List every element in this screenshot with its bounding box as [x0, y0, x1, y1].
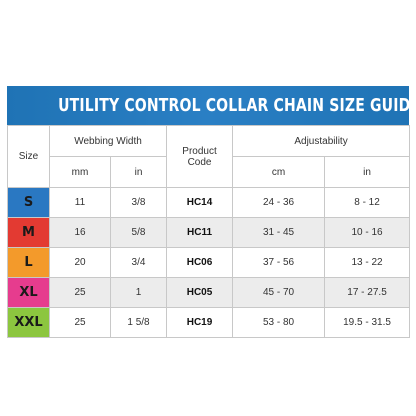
- adjust-cm-cell: 45 - 70: [232, 277, 326, 308]
- webbing-in-cell: 3/8: [109, 187, 168, 218]
- table-row: S 11 3/8 HC14 24 - 36 8 - 12: [7, 187, 411, 218]
- webbing-mm-cell: 20: [49, 247, 111, 278]
- size-cell: XXL: [7, 307, 50, 338]
- product-code-cell: HC11: [166, 217, 234, 248]
- webbing-in-cell: 5/8: [109, 217, 168, 248]
- header-adjust-in: in: [324, 156, 411, 188]
- product-code-cell: HC05: [166, 277, 234, 308]
- table-row: XXL 25 1 5/8 HC19 53 - 80 19.5 - 31.5: [7, 307, 411, 338]
- size-guide: UTILITY CONTROL COLLAR CHAIN SIZE GUIDE …: [7, 86, 416, 338]
- header-row-primary: Size Webbing Width Product Code Adjustab…: [7, 125, 411, 188]
- header-webbing-in: in: [109, 156, 168, 188]
- header-webbing-mm: mm: [49, 156, 111, 188]
- size-cell: XL: [7, 277, 50, 308]
- size-table: Size Webbing Width Product Code Adjustab…: [7, 125, 411, 338]
- webbing-mm-cell: 11: [49, 187, 111, 218]
- adjust-cm-cell: 53 - 80: [232, 307, 326, 338]
- table-row: L 20 3/4 HC06 37 - 56 13 - 22: [7, 247, 411, 278]
- header-product-code-line2: Code: [187, 156, 212, 168]
- size-cell: L: [7, 247, 50, 278]
- size-guide-title-banner: UTILITY CONTROL COLLAR CHAIN SIZE GUIDE: [7, 86, 416, 125]
- adjust-cm-cell: 31 - 45: [232, 217, 326, 248]
- webbing-mm-cell: 25: [49, 277, 111, 308]
- adjust-in-cell: 8 - 12: [324, 187, 411, 218]
- table-row: M 16 5/8 HC11 31 - 45 10 - 16: [7, 217, 411, 248]
- adjust-cm-cell: 37 - 56: [232, 247, 326, 278]
- product-code-cell: HC14: [166, 187, 234, 218]
- adjust-in-cell: 10 - 16: [324, 217, 411, 248]
- header-size: Size: [7, 125, 50, 188]
- size-cell: M: [7, 217, 50, 248]
- table-row: XL 25 1 HC05 45 - 70 17 - 27.5: [7, 277, 411, 308]
- adjust-in-cell: 17 - 27.5: [324, 277, 411, 308]
- header-product-code: Product Code: [166, 125, 234, 188]
- webbing-mm-cell: 25: [49, 307, 111, 338]
- size-guide-title: UTILITY CONTROL COLLAR CHAIN SIZE GUIDE: [58, 95, 416, 116]
- header-adjustability: Adjustability: [232, 125, 411, 157]
- webbing-in-cell: 3/4: [109, 247, 168, 278]
- adjust-in-cell: 13 - 22: [324, 247, 411, 278]
- webbing-in-cell: 1 5/8: [109, 307, 168, 338]
- header-product-code-line1: Product: [182, 145, 217, 157]
- header-adjust-cm: cm: [232, 156, 326, 188]
- adjust-cm-cell: 24 - 36: [232, 187, 326, 218]
- size-cell: S: [7, 187, 50, 218]
- adjust-in-cell: 19.5 - 31.5: [324, 307, 411, 338]
- product-code-cell: HC19: [166, 307, 234, 338]
- webbing-mm-cell: 16: [49, 217, 111, 248]
- product-code-cell: HC06: [166, 247, 234, 278]
- webbing-in-cell: 1: [109, 277, 168, 308]
- header-row-units: mm in cm in: [8, 156, 411, 188]
- header-webbing-width: Webbing Width: [48, 125, 168, 157]
